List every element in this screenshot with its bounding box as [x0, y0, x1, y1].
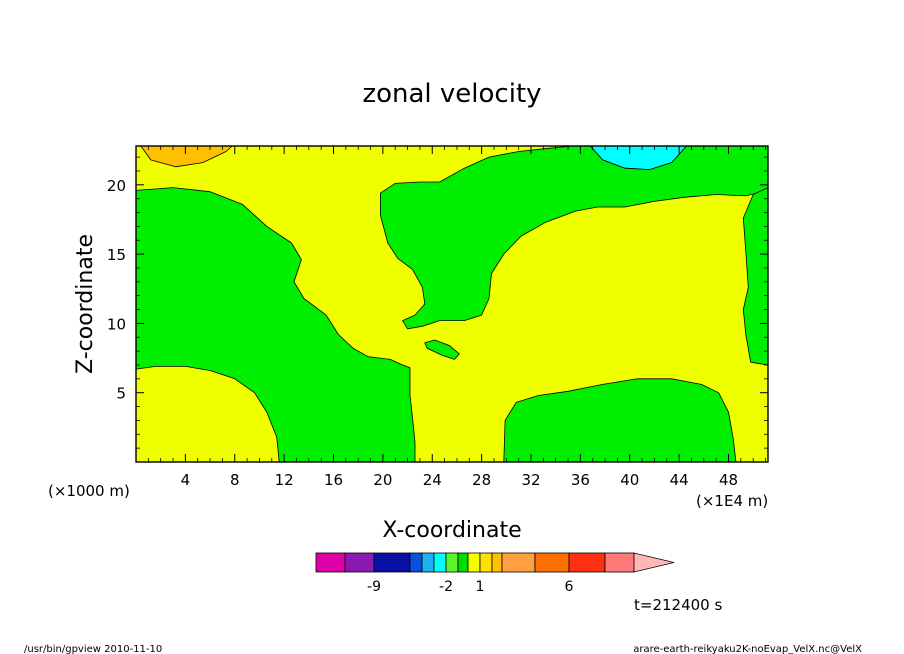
y-axis-title: Z-coordinate: [73, 234, 98, 374]
region-green-left: [135, 187, 416, 463]
x-unit-label: (×1000 m): [48, 482, 130, 500]
x-tick-label: 20: [373, 471, 392, 489]
colorbar-cell: [445, 552, 459, 573]
y-tick-label: 10: [107, 315, 126, 333]
colorbar-cell: [534, 552, 570, 573]
x-tick-label: 40: [620, 471, 639, 489]
colorbar-cell: [491, 552, 503, 573]
colorbar-cell: [568, 552, 606, 573]
colorbar-cell: [433, 552, 447, 573]
y-unit-label: (×1E4 m): [696, 492, 768, 510]
colorbar-cell: [467, 552, 481, 573]
x-tick-label: 44: [670, 471, 689, 489]
footer-left: /usr/bin/gpview 2010-11-10: [24, 644, 162, 654]
x-tick-label: 4: [181, 471, 191, 489]
y-axis: 5 10 15 20: [107, 156, 768, 449]
region-green-right-edge: [742, 187, 769, 366]
region-green-small-blob: [424, 339, 460, 360]
y-tick-label: 20: [107, 177, 126, 195]
plot-area: [135, 145, 769, 463]
y-tick-label: 5: [116, 385, 126, 403]
colorbar-label: -2: [439, 579, 453, 595]
region-green-middle: [379, 145, 769, 330]
x-tick-label: 28: [472, 471, 491, 489]
x-tick-label: 48: [719, 471, 738, 489]
x-axis-title: X-coordinate: [382, 518, 521, 543]
colorbar-cell: [421, 552, 435, 573]
colorbar-label: 6: [565, 579, 574, 595]
colorbar: [315, 552, 675, 573]
colorbar-end-arrow: [633, 552, 675, 573]
colorbar-cell: [479, 552, 493, 573]
colorbar-label: 1: [476, 579, 485, 595]
colorbar-labels: -9 -2 1 6: [367, 579, 574, 595]
plot-frame: [135, 145, 769, 463]
colorbar-cell: [501, 552, 536, 573]
colorbar-cell: [373, 552, 411, 573]
colorbar-cell: [344, 552, 375, 573]
colorbar-cell: [604, 552, 635, 573]
colorbar-cell: [409, 552, 423, 573]
x-tick-label: 24: [423, 471, 442, 489]
colorbar-label: -9: [367, 579, 381, 595]
region-green-bottom-right: [503, 378, 737, 463]
y-tick-label: 15: [107, 246, 126, 264]
x-axis: 4 8 12 16 20 24 28 32 36 40 44 48: [147, 146, 766, 489]
time-label: t=212400 s: [634, 596, 722, 614]
x-tick-label: 16: [324, 471, 343, 489]
chart-title: zonal velocity: [362, 79, 541, 109]
x-tick-label: 12: [275, 471, 294, 489]
x-tick-label: 36: [571, 471, 590, 489]
x-tick-label: 32: [521, 471, 540, 489]
footer-right: arare-earth-reikyaku2K-noEvap_VelX.nc@Ve…: [633, 644, 862, 654]
x-tick-label: 8: [230, 471, 240, 489]
colorbar-cell: [457, 552, 469, 573]
colorbar-cell: [315, 552, 346, 573]
